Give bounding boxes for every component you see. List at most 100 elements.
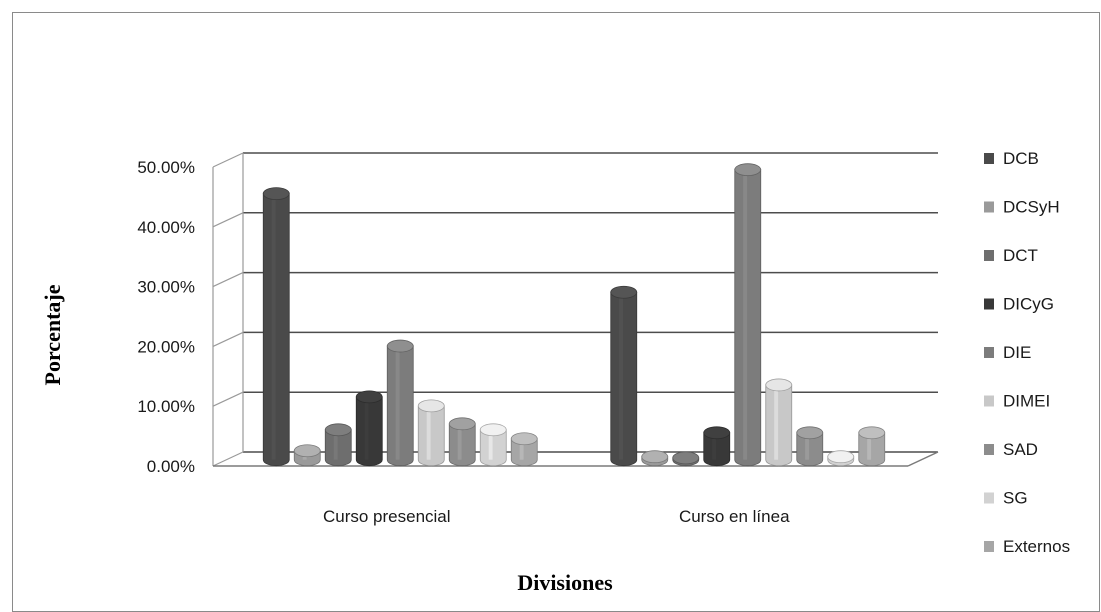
bar-highlight	[712, 432, 717, 460]
legend-label: DIE	[1003, 343, 1031, 362]
legend-label: Externos	[1003, 537, 1070, 556]
legend-item-dcsyh: DCSyH	[984, 198, 1060, 217]
bar-top	[703, 426, 731, 440]
bar-dcb-presencial	[262, 187, 290, 467]
bar-body	[324, 429, 352, 467]
legend-item-dicyg: DICyG	[984, 295, 1054, 314]
legend-swatch	[984, 250, 994, 261]
legend-swatch	[984, 541, 994, 552]
legend-swatch	[984, 444, 994, 455]
bar-dicyg-presencial	[355, 390, 383, 467]
bar-top	[324, 423, 352, 437]
bar-chart-3d: 0.00% 10.00% 20.00% 30.00% 40.00% 50.00% Curs…	[40, 149, 1070, 593]
bar-body	[765, 384, 793, 467]
chart-frame	[12, 12, 1100, 612]
bar-body	[479, 429, 507, 467]
bar-body	[448, 423, 476, 467]
bar-highlight	[457, 423, 462, 460]
bar-top	[734, 163, 762, 177]
bar-body	[610, 291, 638, 467]
legend-label: SG	[1003, 489, 1028, 508]
gridline-side	[212, 331, 244, 347]
legend-item-externos: Externos	[984, 537, 1070, 556]
bar-sg-presencial	[479, 423, 507, 467]
bar-top	[262, 187, 290, 200]
bar-dcsyh-presencial	[293, 444, 321, 467]
y-axis-title: Porcentaje	[40, 284, 65, 385]
bar-dcb-linea	[610, 285, 638, 467]
bar-dicyg-linea	[703, 426, 731, 467]
bar-highlight	[364, 396, 369, 460]
legend-item-dcb: DCB	[984, 149, 1039, 168]
bar-top	[510, 432, 538, 446]
legend-label: DCSyH	[1003, 198, 1060, 217]
bar-highlight	[774, 384, 779, 460]
legend: DCB DCSyH DCT DICyG DIE DIMEI SAD SG Externos	[984, 149, 1070, 556]
bar-sg-linea	[827, 450, 855, 467]
x-axis-categories: Curso presencial Curso en línea	[323, 507, 790, 526]
bar-body	[510, 438, 538, 467]
bar-top	[479, 423, 507, 437]
bar-highlight	[488, 429, 493, 460]
bar-highlight	[743, 169, 748, 460]
bar-top	[796, 426, 824, 440]
legend-label: SAD	[1003, 440, 1038, 459]
bar-body	[417, 405, 445, 467]
bar-body	[734, 169, 762, 467]
legend-label: DICyG	[1003, 295, 1054, 314]
legend-item-sad: SAD	[984, 440, 1038, 459]
bar-body	[858, 432, 886, 467]
bar-body	[386, 345, 414, 467]
bar-dcsyh-linea	[641, 450, 669, 467]
bar-highlight	[271, 193, 276, 460]
y-tick-label: 20.00%	[137, 337, 195, 356]
bar-dct-presencial	[324, 423, 352, 467]
legend-item-die: DIE	[984, 343, 1031, 362]
y-axis-ticks: 0.00% 10.00% 20.00% 30.00% 40.00% 50.00%	[137, 158, 195, 476]
gridline-side	[212, 212, 244, 228]
y-tick-label: 10.00%	[137, 397, 195, 416]
bar-top	[355, 390, 383, 404]
bar-die-linea	[734, 163, 762, 467]
x-axis-title: Divisiones	[517, 570, 613, 593]
bar-highlight	[333, 429, 338, 460]
bar-highlight	[619, 292, 624, 460]
legend-swatch	[984, 153, 994, 164]
y-tick-label: 0.00%	[147, 457, 195, 476]
legend-swatch	[984, 201, 994, 213]
bar-highlight	[519, 438, 524, 460]
bar-dimei-presencial	[417, 399, 445, 467]
gridline-side	[212, 391, 244, 407]
gridlines	[212, 152, 938, 467]
bar-highlight	[805, 432, 810, 460]
legend-item-dimei: DIMEI	[984, 392, 1050, 411]
gridline-side	[212, 152, 244, 168]
bar-sad-presencial	[448, 417, 476, 467]
bar-dimei-linea	[765, 378, 793, 467]
bars	[262, 163, 886, 467]
legend-item-dct: DCT	[984, 246, 1038, 265]
legend-label: DCB	[1003, 149, 1039, 168]
y-tick-label: 40.00%	[137, 218, 195, 237]
bar-highlight	[426, 405, 431, 460]
bar-top	[417, 399, 445, 413]
gridline-side	[212, 451, 244, 467]
bar-die-presencial	[386, 339, 414, 467]
legend-swatch	[984, 298, 994, 310]
legend-label: DIMEI	[1003, 392, 1050, 411]
bar-externos-linea	[858, 426, 886, 467]
x-tick-label: Curso en línea	[679, 507, 790, 526]
bar-highlight	[395, 346, 400, 460]
legend-swatch	[984, 347, 994, 358]
x-tick-label: Curso presencial	[323, 507, 451, 526]
legend-swatch	[984, 492, 994, 504]
gridline-side	[212, 272, 244, 288]
bar-dct-linea	[672, 451, 700, 467]
bar-top	[765, 378, 793, 392]
legend-item-sg: SG	[984, 489, 1028, 508]
legend-swatch	[984, 395, 994, 407]
bar-top	[386, 339, 414, 353]
bar-sad-linea	[796, 426, 824, 467]
bar-top	[672, 451, 700, 465]
legend-label: DCT	[1003, 246, 1038, 265]
